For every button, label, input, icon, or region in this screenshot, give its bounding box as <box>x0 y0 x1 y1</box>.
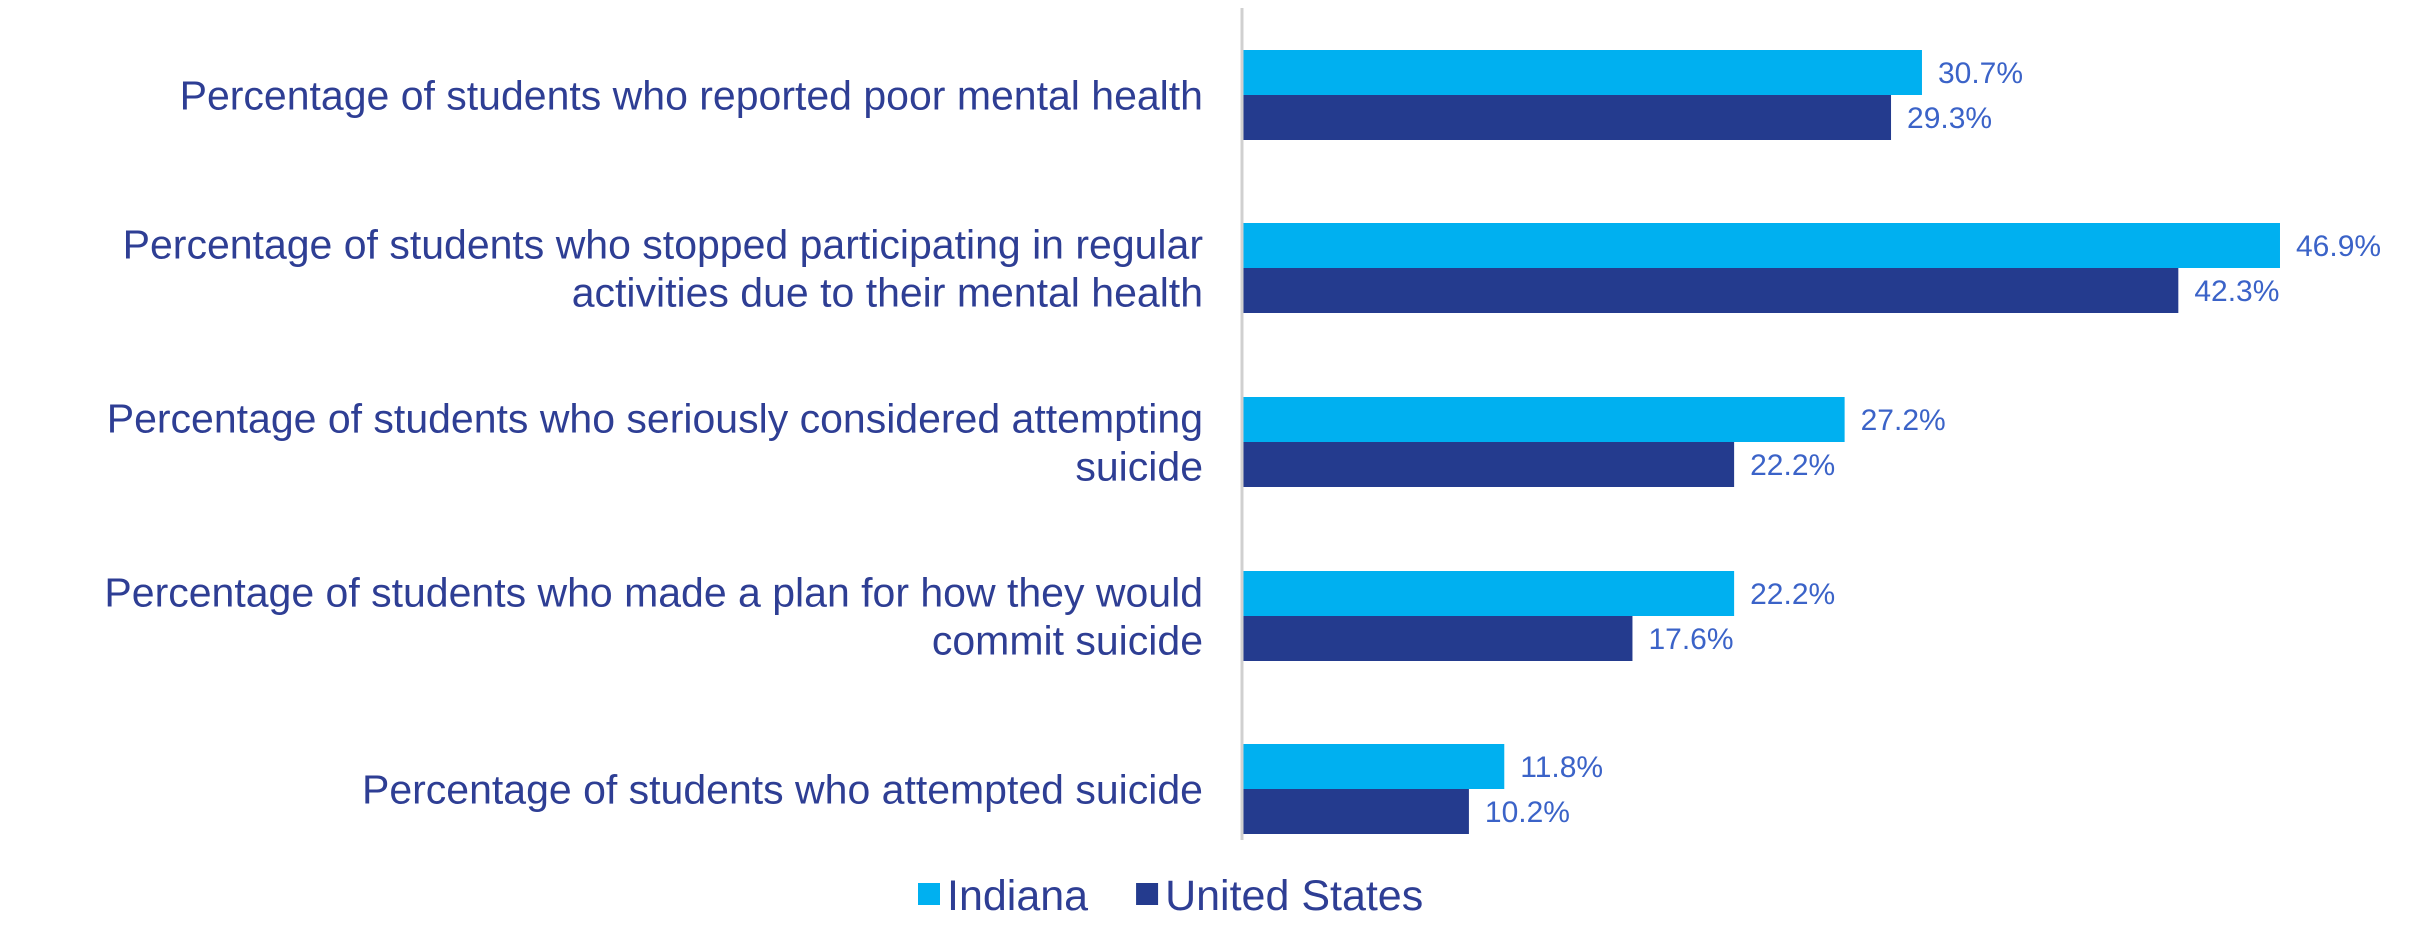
data-label: 22.2% <box>1750 578 1835 611</box>
bar-indiana <box>1243 571 1735 616</box>
legend: Indiana United States <box>918 872 1423 920</box>
category-label: Percentage of students who stopped parti… <box>123 221 1203 267</box>
data-label: 27.2% <box>1861 404 1946 437</box>
bar-united-states <box>1243 268 2179 313</box>
data-label: 11.8% <box>1520 751 1603 784</box>
bar-indiana <box>1243 223 2280 268</box>
legend-swatch-indiana <box>918 883 940 905</box>
bar-indiana <box>1243 50 1922 95</box>
category-label: activities due to their mental health <box>572 269 1203 315</box>
legend-label: United States <box>1165 872 1423 920</box>
data-label: 10.2% <box>1485 796 1570 829</box>
category-label: Percentage of students who attempted sui… <box>362 766 1203 812</box>
category-label: commit suicide <box>932 617 1203 663</box>
data-label: 22.2% <box>1750 449 1835 482</box>
legend-label: Indiana <box>947 872 1088 920</box>
bar-indiana <box>1243 744 1505 789</box>
category-label: Percentage of students who seriously con… <box>107 395 1203 441</box>
data-label: 46.9% <box>2296 230 2381 263</box>
legend-swatch-united-states <box>1136 883 1159 905</box>
data-label: 42.3% <box>2194 275 2279 308</box>
bar-united-states <box>1243 442 1735 487</box>
bar-united-states <box>1243 789 1469 834</box>
data-label: 17.6% <box>1648 623 1733 656</box>
bar-united-states <box>1243 616 1633 661</box>
data-label: 30.7% <box>1938 57 2023 90</box>
bar-indiana <box>1243 397 1845 442</box>
category-label: suicide <box>1075 443 1203 489</box>
category-label: Percentage of students who made a plan f… <box>104 569 1203 615</box>
category-label: Percentage of students who reported poor… <box>180 72 1203 118</box>
data-label: 29.3% <box>1907 102 1992 135</box>
bar-united-states <box>1243 95 1892 140</box>
